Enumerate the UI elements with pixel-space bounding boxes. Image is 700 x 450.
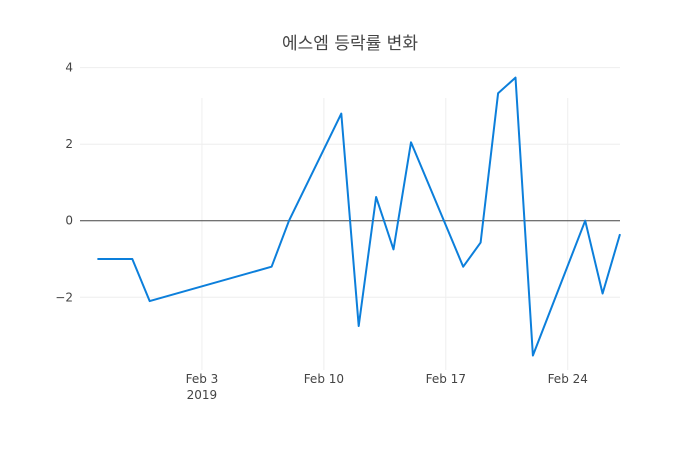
y-tick-label: −2 [55, 290, 73, 304]
data-point[interactable] [581, 217, 589, 225]
data-point[interactable] [285, 217, 293, 225]
data-point[interactable] [268, 263, 276, 271]
data-point[interactable] [616, 230, 624, 238]
series-group [93, 74, 624, 359]
data-point[interactable] [355, 322, 363, 330]
data-point[interactable] [93, 255, 101, 263]
series-line [97, 76, 621, 357]
data-point[interactable] [128, 255, 136, 263]
y-tick-label: 2 [65, 137, 73, 151]
data-point[interactable] [529, 351, 537, 359]
data-point[interactable] [146, 297, 154, 305]
data-point[interactable] [494, 89, 502, 97]
data-point[interactable] [599, 289, 607, 297]
data-point[interactable] [390, 245, 398, 253]
chart-title: 에스엠 등락률 변화 [282, 34, 418, 54]
data-point[interactable] [372, 193, 380, 201]
data-point[interactable] [477, 239, 485, 247]
data-point[interactable] [111, 255, 119, 263]
x-tick-label: Feb 17 [426, 372, 466, 386]
x-tick-label: Feb 3 [186, 372, 219, 386]
y-tick-label: 0 [65, 214, 73, 228]
grid [80, 67, 620, 370]
x-axis: Feb 3 2019 Feb 10 Feb 17 Feb 24 [186, 372, 588, 402]
data-point[interactable] [337, 110, 345, 118]
data-point[interactable] [407, 138, 415, 146]
x-tick-label: Feb 10 [304, 372, 344, 386]
x-tick-sublabel: 2019 [187, 388, 218, 402]
y-axis: 4 2 0 −2 [55, 61, 73, 305]
data-point[interactable] [459, 263, 467, 271]
y-tick-label: 4 [65, 61, 73, 75]
data-point[interactable] [511, 74, 519, 82]
x-tick-label: Feb 24 [548, 372, 588, 386]
